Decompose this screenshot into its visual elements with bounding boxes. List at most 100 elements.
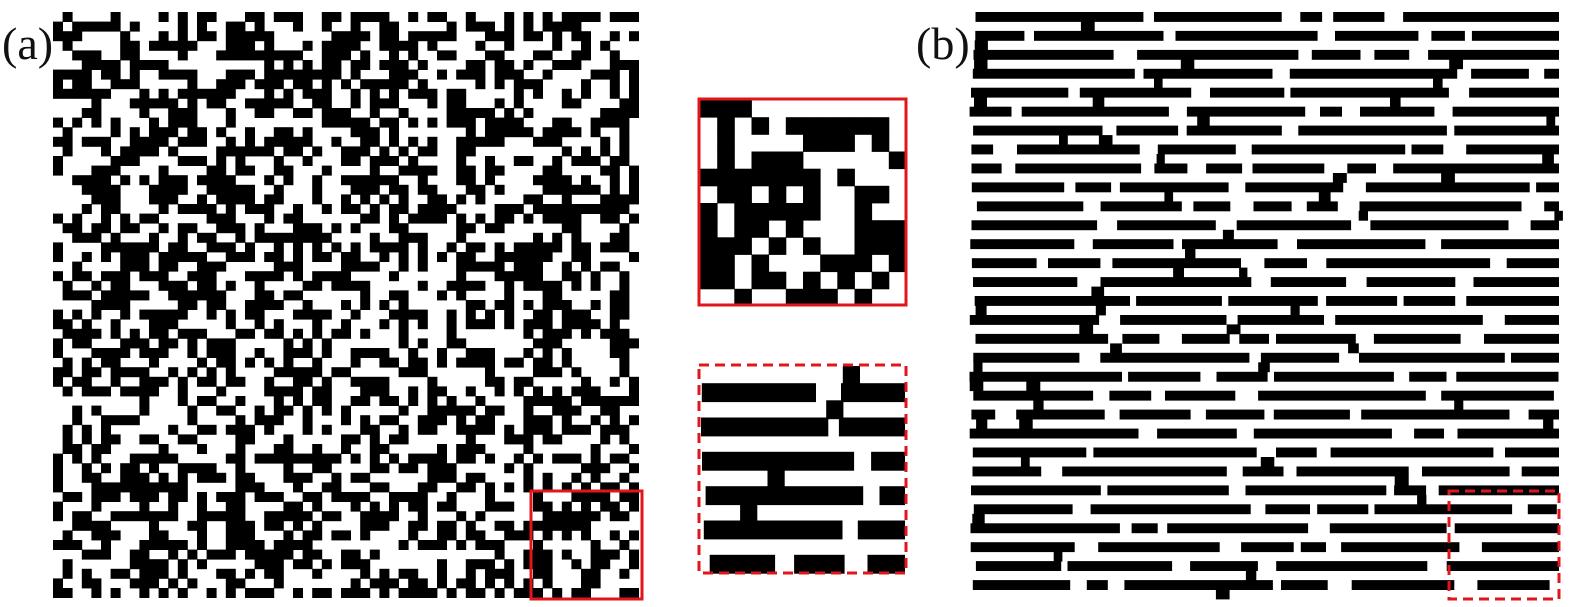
pixel-cell (264, 300, 275, 310)
pixel-cell (312, 549, 323, 560)
pixel-cell (350, 261, 361, 272)
pixel-cell (465, 434, 476, 445)
pixel-cell (485, 319, 495, 330)
stripe-segment (1181, 333, 1230, 344)
pixel-cell (62, 31, 73, 42)
zoom-stripe-notch (826, 400, 844, 420)
pixel-cell (264, 175, 275, 186)
pixel-cell (417, 492, 428, 502)
pixel-cell (331, 12, 342, 22)
pixel-cell (513, 386, 524, 397)
zoom-stripe-segment (794, 554, 845, 574)
pixel-cell (619, 117, 630, 128)
stripe-segment (1107, 485, 1229, 496)
pixel-cell (437, 415, 447, 426)
pixel-cell (81, 386, 92, 397)
pixel-cell (609, 242, 620, 253)
pixel-cell (312, 242, 323, 253)
pixel-cell (437, 213, 447, 224)
pixel-cell (216, 213, 227, 224)
stripe-notch (1154, 78, 1163, 89)
highlight-box-dashed (1447, 489, 1561, 601)
pixel-cell (456, 280, 467, 291)
pixel-cell (571, 588, 582, 598)
pixel-cell (331, 136, 342, 147)
zoom-pixel-cell (803, 237, 821, 255)
pixel-cell (312, 175, 323, 186)
pixel-cell (465, 261, 476, 272)
highlight-box-solid (529, 489, 644, 601)
pixel-cell (552, 328, 563, 339)
stripe-notch (1226, 324, 1241, 335)
pixel-cell (389, 50, 399, 61)
pixel-cell (581, 79, 591, 90)
stripe-notch (1260, 457, 1275, 467)
pixel-cell (561, 127, 572, 138)
pixel-cell (590, 463, 601, 474)
zoom-pixel-cell (837, 254, 855, 273)
pixel-cell (101, 348, 111, 358)
pixel-cell (341, 434, 351, 445)
stripe-segment (1264, 258, 1307, 269)
pixel-cell (110, 79, 121, 90)
pixel-cell (561, 175, 572, 186)
pixel-cell (120, 309, 131, 320)
zoom-pixel-cell (871, 134, 890, 152)
pixel-cell (197, 127, 207, 138)
pixel-cell (600, 117, 611, 128)
stripe-notch (1095, 305, 1106, 316)
pixel-cell (475, 357, 486, 368)
pixel-cell (350, 40, 361, 51)
pixel-cell (360, 472, 371, 483)
pixel-cell (571, 367, 582, 378)
pixel-cell (331, 453, 342, 464)
pixel-cell (465, 175, 476, 186)
pixel-cell (571, 127, 582, 138)
pixel-cell (158, 482, 169, 493)
pixel-cell (446, 520, 457, 531)
pixel-cell (561, 348, 572, 358)
pixel-cell (609, 117, 620, 128)
pixel-cell (254, 50, 265, 61)
stripe-segment (1359, 352, 1505, 363)
pixel-cell (552, 520, 563, 531)
pixel-cell (139, 136, 150, 147)
pixel-cell (360, 213, 371, 224)
pixel-cell (542, 127, 553, 138)
pixel-cell (312, 194, 323, 205)
pixel-cell (168, 540, 179, 550)
pixel-cell (437, 463, 447, 474)
pixel-cell (533, 232, 543, 243)
pixel-cell (609, 31, 620, 42)
pixel-cell (101, 300, 111, 310)
stripe-segment (975, 12, 1144, 22)
pixel-cell (245, 549, 255, 560)
pixel-cell (494, 376, 505, 387)
pixel-cell (542, 520, 553, 531)
stripe-notch (974, 59, 988, 70)
pixel-cell (523, 12, 534, 22)
pixel-cell (216, 472, 227, 483)
pixel-cell (101, 88, 111, 99)
pixel-cell (149, 213, 159, 224)
pixel-cell (561, 357, 572, 368)
pixel-cell (91, 348, 102, 358)
pixel-cell (312, 271, 323, 282)
pixel-cell (379, 79, 390, 90)
pixel-cell (245, 540, 255, 550)
pixel-cell (331, 108, 342, 118)
pixel-cell (600, 242, 611, 253)
pixel-cell (81, 60, 92, 70)
pixel-cell (139, 434, 150, 445)
stripe-segment (1193, 201, 1231, 212)
pixel-cell (561, 328, 572, 339)
stripe-segment (1276, 561, 1428, 571)
stripe-segment (1241, 542, 1294, 553)
pixel-cell (62, 386, 73, 397)
pixel-cell (542, 184, 553, 195)
zoom-pixel-cell (751, 168, 770, 187)
pixel-cell (629, 252, 639, 262)
pixel-cell (600, 501, 611, 512)
pixel-cell (62, 568, 73, 579)
pixel-cell (139, 453, 150, 464)
